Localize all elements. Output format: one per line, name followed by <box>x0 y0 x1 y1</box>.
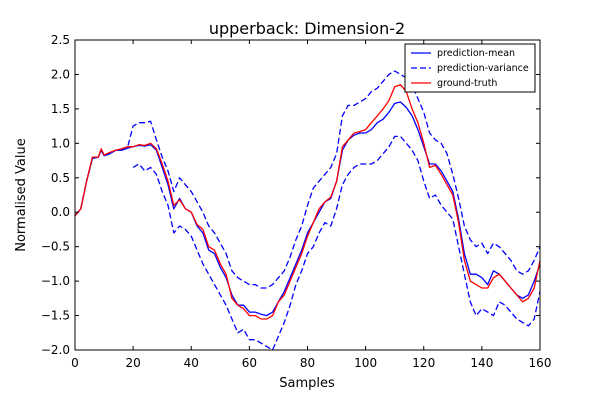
x-tick-label: 140 <box>470 356 493 370</box>
x-tick-label: 120 <box>412 356 435 370</box>
x-tick-label: 160 <box>529 356 552 370</box>
y-axis-label: Normalised Value <box>14 138 29 252</box>
plot-lines <box>74 70 541 351</box>
y-tick-label: 2.5 <box>51 33 70 47</box>
x-tick-label: 80 <box>300 356 315 370</box>
x-tick-label: 60 <box>242 356 257 370</box>
y-tick-label: 0.0 <box>51 205 70 219</box>
x-tick-label: 100 <box>354 356 377 370</box>
x-tick-label: 0 <box>71 356 79 370</box>
y-tick-label: −0.5 <box>41 240 70 254</box>
legend-label-prediction-variance: prediction-variance <box>437 63 529 74</box>
series-line-prediction-variance <box>74 70 541 289</box>
x-axis-label: Samples <box>279 376 335 391</box>
axes: 0 20 40 60 80 100 120 140 160 −2.0 −1.5 −1.0 −0.5 0.0… <box>41 33 552 370</box>
y-tick-label: 1.5 <box>51 102 70 116</box>
chart-title: upperback: Dimension-2 <box>209 19 405 38</box>
y-tick-label: −1.0 <box>41 274 70 288</box>
y-tick-label: 0.5 <box>51 171 70 185</box>
x-tick-label: 20 <box>125 356 140 370</box>
x-tick-label: 40 <box>184 356 199 370</box>
y-tick-label: 1.0 <box>51 136 70 150</box>
series-line-prediction-mean <box>74 101 541 317</box>
series-line-ground-truth <box>74 84 541 320</box>
legend-label-ground-truth: ground-truth <box>437 78 497 89</box>
legend-label-prediction-mean: prediction-mean <box>437 48 515 59</box>
y-tick-label: −1.5 <box>41 309 70 323</box>
legend: prediction-mean prediction-variance grou… <box>404 43 536 93</box>
y-tick-label: −2.0 <box>41 343 70 357</box>
y-tick-label: 2.0 <box>51 67 70 81</box>
legend-box <box>404 43 536 93</box>
series-line-variance-lower <box>132 135 541 351</box>
